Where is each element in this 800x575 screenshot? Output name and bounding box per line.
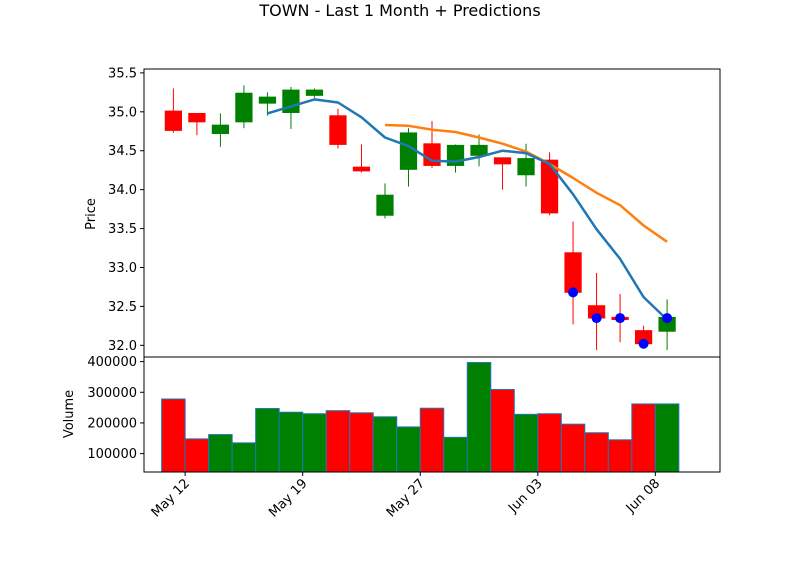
volume-bar	[372, 416, 398, 473]
volume-bar	[208, 434, 233, 473]
x-tick-label: Jun 03	[505, 476, 545, 516]
volume-tick-label: 300000	[87, 386, 137, 401]
volume-bar	[325, 410, 351, 473]
volume-bar	[349, 412, 374, 473]
price-tick-label: 35.5	[108, 66, 137, 81]
candle-body	[329, 115, 347, 145]
volume-bar	[607, 439, 633, 473]
volume-bar	[631, 403, 656, 473]
volume-bar	[161, 398, 186, 473]
volume-bar	[560, 423, 586, 473]
price-axes-frame	[143, 68, 721, 358]
volume-bar	[184, 438, 210, 473]
price-panel: 32.0 32.5 33.0 33.5 34.0 34.5 35.0 35.5	[108, 66, 721, 358]
candle-body	[470, 144, 488, 156]
candle-body	[188, 112, 206, 123]
candle-body	[164, 110, 183, 131]
volume-bar	[443, 436, 468, 473]
volume-bar	[654, 403, 680, 473]
prediction-marker	[615, 313, 626, 324]
candle-body	[211, 124, 230, 135]
volume-bar	[396, 426, 421, 473]
volume-bar	[302, 413, 327, 473]
volume-bar	[537, 413, 562, 473]
volume-bar	[490, 389, 515, 473]
candle-body	[540, 159, 559, 214]
price-tick-label: 33.5	[108, 222, 137, 237]
chart-title: TOWN - Last 1 Month + Predictions	[258, 1, 540, 20]
candle-body	[258, 96, 277, 104]
volume-tick-label: 200000	[87, 416, 137, 431]
candle-body	[423, 143, 441, 166]
x-tick-label: May 27	[384, 476, 428, 520]
price-axis-label: Price	[84, 198, 99, 230]
candle-body	[493, 157, 512, 165]
volume-tick-label: 100000	[87, 447, 137, 462]
price-tick-label: 32.0	[108, 339, 137, 354]
volume-panel: 100000 200000 300000 400000 May 12 May 19 May …	[87, 355, 721, 520]
price-tick-label: 35.0	[108, 105, 137, 120]
candle-body	[352, 166, 371, 172]
prediction-marker	[568, 287, 579, 298]
price-tick-label: 34.5	[108, 144, 137, 159]
volume-axis-label: Volume	[62, 390, 77, 438]
x-tick-label: May 19	[266, 476, 310, 520]
candle-body	[376, 194, 394, 216]
volume-bar	[584, 432, 609, 473]
volume-tick-label: 400000	[87, 355, 137, 370]
prediction-marker	[591, 313, 602, 324]
candle-body	[517, 158, 535, 176]
candle-body	[305, 89, 324, 96]
volume-bar	[419, 407, 445, 473]
price-tick-label: 32.5	[108, 300, 137, 315]
volume-bar	[231, 442, 257, 473]
volume-bar	[278, 411, 304, 473]
volume-axes-frame	[143, 356, 721, 473]
moving-average-short-line	[267, 98, 668, 321]
volume-bar	[513, 413, 539, 473]
candle-body	[235, 92, 253, 123]
x-tick-label: May 12	[149, 476, 193, 520]
x-tick-label: Jun 08	[623, 476, 663, 516]
price-tick-label: 33.0	[108, 261, 137, 276]
prediction-marker	[662, 313, 673, 324]
candle-body	[564, 252, 582, 293]
moving-average-long-line	[384, 123, 668, 243]
prediction-marker	[638, 338, 649, 349]
price-tick-label: 34.0	[108, 183, 137, 198]
volume-bar	[466, 362, 492, 473]
volume-bar	[255, 408, 280, 473]
